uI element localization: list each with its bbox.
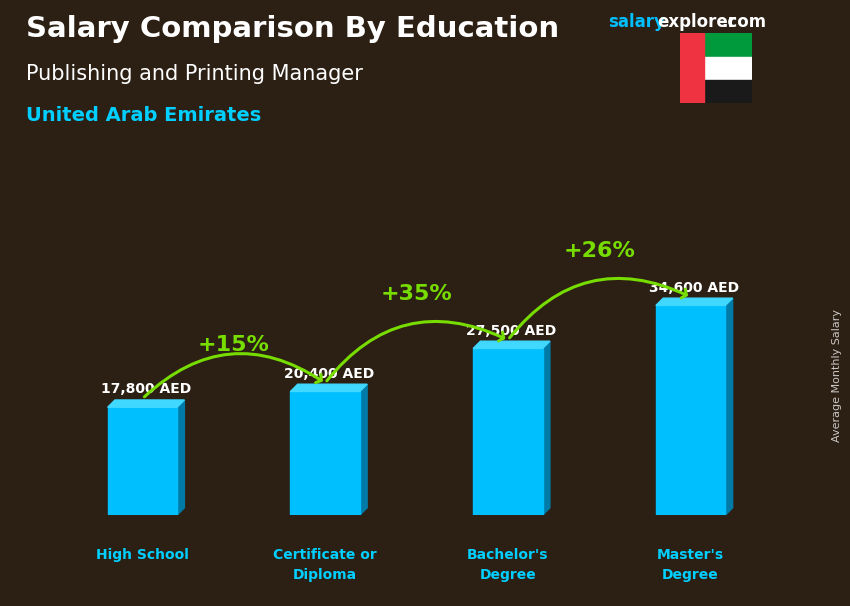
- Bar: [680, 80, 752, 103]
- Text: High School: High School: [96, 548, 189, 562]
- Text: Bachelor's
Degree: Bachelor's Degree: [468, 548, 548, 582]
- Bar: [108, 407, 177, 515]
- Text: explorer: explorer: [657, 13, 736, 32]
- Text: 17,800 AED: 17,800 AED: [101, 382, 191, 396]
- Polygon shape: [108, 400, 184, 407]
- Text: .com: .com: [721, 13, 766, 32]
- Text: 27,500 AED: 27,500 AED: [467, 324, 557, 338]
- Text: Publishing and Printing Manager: Publishing and Printing Manager: [26, 64, 362, 84]
- Text: 34,600 AED: 34,600 AED: [649, 281, 740, 295]
- Polygon shape: [473, 341, 550, 348]
- Text: Certificate or
Diploma: Certificate or Diploma: [273, 548, 377, 582]
- Text: salary: salary: [608, 13, 665, 32]
- Text: +35%: +35%: [381, 284, 452, 304]
- Bar: [291, 391, 360, 515]
- Text: Salary Comparison By Education: Salary Comparison By Education: [26, 15, 558, 43]
- Text: Average Monthly Salary: Average Monthly Salary: [832, 309, 842, 442]
- Polygon shape: [542, 341, 550, 515]
- Text: +15%: +15%: [198, 335, 269, 355]
- Bar: [656, 305, 725, 515]
- Bar: [680, 56, 752, 80]
- Polygon shape: [291, 384, 367, 391]
- Polygon shape: [725, 298, 733, 515]
- Polygon shape: [656, 298, 733, 305]
- Bar: [473, 348, 542, 515]
- Polygon shape: [360, 384, 367, 515]
- Text: Master's
Degree: Master's Degree: [657, 548, 724, 582]
- Text: United Arab Emirates: United Arab Emirates: [26, 106, 261, 125]
- Polygon shape: [177, 400, 184, 515]
- Bar: [680, 33, 752, 56]
- Text: +26%: +26%: [564, 241, 635, 261]
- Text: 20,400 AED: 20,400 AED: [284, 367, 374, 381]
- Bar: [680, 33, 704, 103]
